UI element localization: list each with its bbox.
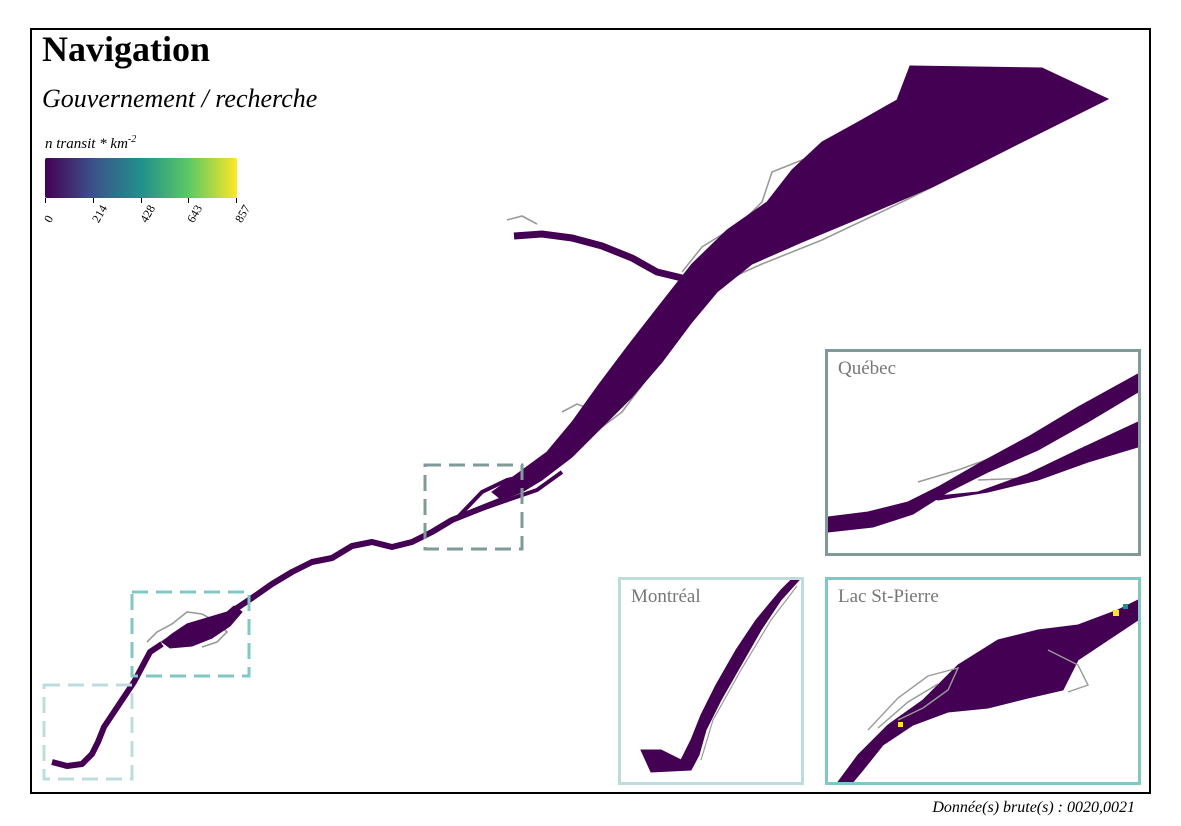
legend-tick	[45, 198, 46, 203]
inset-lac-st-pierre-label: Lac St-Pierre	[838, 586, 939, 607]
montreal-density	[51, 641, 164, 769]
upper-river-density	[232, 497, 504, 613]
density-layer	[51, 65, 1110, 769]
legend-tick	[140, 198, 142, 203]
legend-title-exponent: -2	[127, 134, 137, 145]
inset-montreal-map	[640, 580, 800, 773]
saguenay-density	[513, 230, 683, 282]
legend-title: n transit * km-2	[45, 134, 136, 153]
source-note: Donnée(s) brute(s) : 0020,0021	[932, 799, 1135, 816]
montreal-locator	[42, 683, 134, 781]
quebec-locator	[423, 463, 524, 551]
lac-st-pierre-density	[161, 605, 243, 649]
lac-st-pierre-locator	[130, 590, 251, 678]
inset-quebec-label: Québec	[838, 358, 897, 379]
legend-tick	[236, 198, 237, 203]
inset-quebec: Québec	[825, 349, 1141, 556]
map-canvas	[42, 65, 1110, 781]
map-subtitle: Gouvernement / recherche	[42, 84, 318, 113]
inset-lac-st-pierre: Lac St-Pierre	[825, 577, 1141, 785]
legend-title-base: n transit * km	[45, 136, 128, 152]
map-title: Navigation	[42, 29, 211, 69]
legend-tick	[188, 198, 190, 203]
inset-montreal-label: Montréal	[631, 586, 701, 607]
inset-montreal: Montréal	[618, 577, 804, 785]
inset-lac-st-pierre-map	[837, 599, 1138, 782]
estuary-density	[491, 65, 1110, 501]
legend-tick	[92, 198, 94, 203]
legend-colorbar	[45, 158, 237, 198]
inset-quebec-map	[828, 373, 1138, 533]
